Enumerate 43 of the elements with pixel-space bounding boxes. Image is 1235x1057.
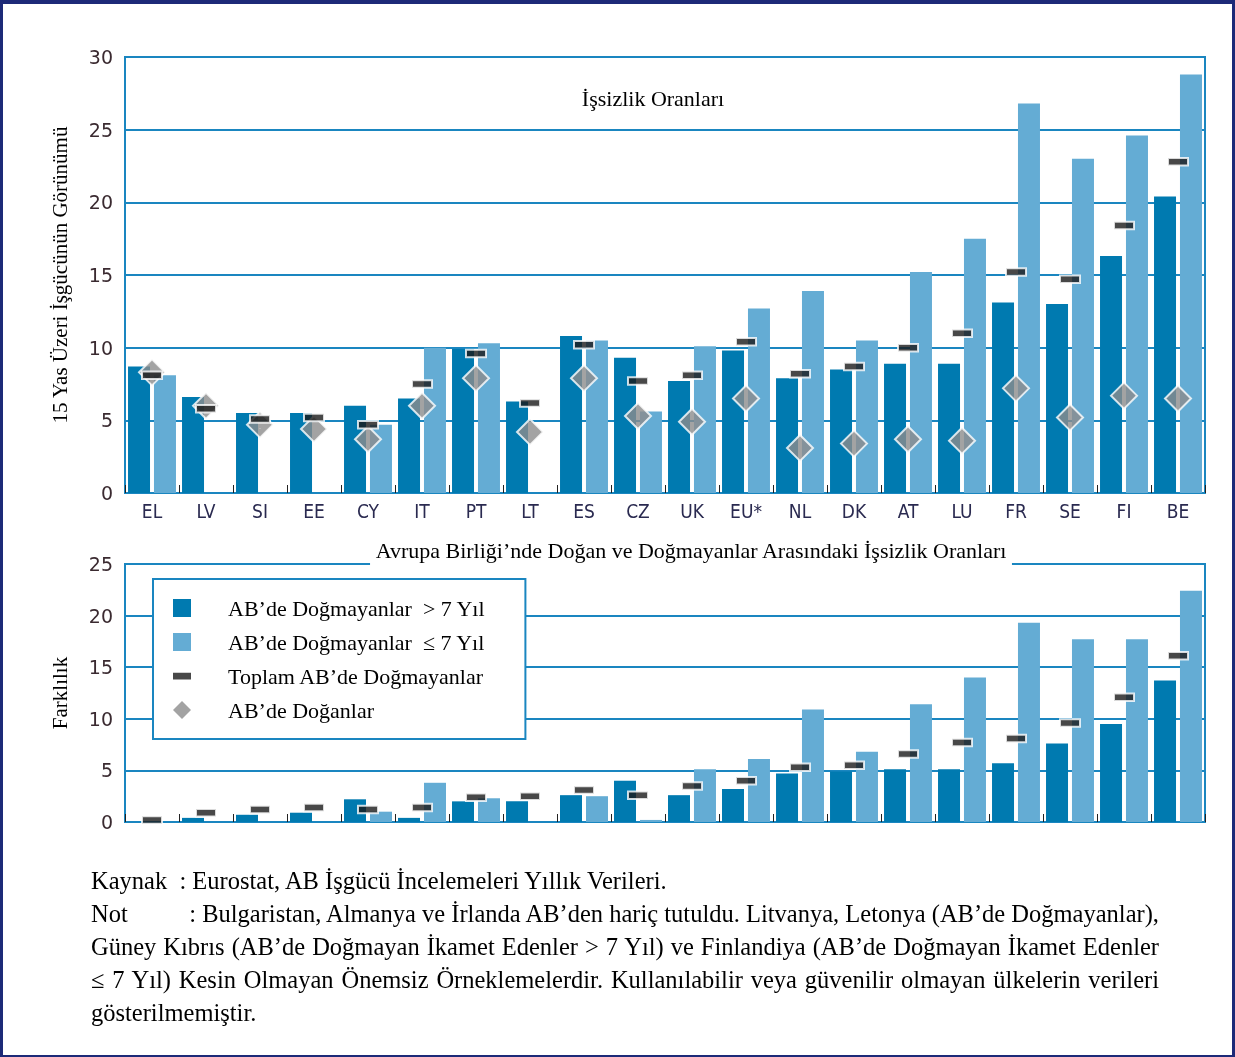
y-tick-label: 20: [88, 191, 113, 214]
x-tick-label: IT: [414, 499, 431, 522]
y-tick-label: 10: [88, 336, 113, 359]
y-tick-label: 25: [88, 553, 113, 575]
x-tick-label: EU*: [730, 499, 763, 522]
x-tick-label: LV: [196, 499, 216, 522]
y-tick-label: 30: [88, 46, 113, 68]
x-tick-label: AT: [897, 499, 919, 522]
x-tick-label: BE: [1166, 499, 1190, 522]
legend-label: Toplam AB’de Doğmayanlar: [228, 663, 484, 689]
y-tick-label: 15: [88, 264, 113, 286]
y-tick-label: 25: [88, 118, 113, 141]
x-tick-label: UK: [680, 499, 705, 522]
y-axis-title: 15 Yas Üzeri İşgücünün Görünümü: [47, 126, 72, 424]
x-tick-label: EE: [303, 499, 325, 522]
x-tick-label: LU: [951, 499, 973, 522]
x-tick-label: FR: [1005, 499, 1027, 522]
y-tick-label: 0: [100, 811, 113, 833]
x-tick-label: CY: [356, 499, 380, 522]
x-tick-label: SI: [252, 499, 268, 522]
y-tick-label: 15: [88, 656, 113, 679]
y-tick-label: 5: [100, 759, 113, 782]
text: İşsizlik Oranları: [581, 85, 725, 111]
y-tick-label: 20: [88, 604, 113, 627]
x-tick-label: DK: [841, 499, 867, 522]
text: Not : Bulgaristan, Almanya ve İrlanda AB’den hariç tutuldu. Litvanya, Letonya (AB’de Doğmayanlar), Güney Kıbrıs (AB’de Doğmayan İkamet Edenler > 7 Yıl) ve Finlandiya (AB’de Doğmayan İkamet Edenler ≤ 7 Yıl) Kesin Olmayan Önemsiz Örneklemelerdir. Kullanılabilir veya güvenilir olmayan ülkelerin verileri gösterilmemiştir.: [91, 899, 1159, 1028]
y-tick-label: 10: [88, 707, 113, 730]
x-tick-label: NL: [788, 499, 812, 522]
legend-label: AB’de Doğmayanlar ≤ 7 Yıl: [228, 629, 485, 655]
y-tick-label: 0: [100, 482, 113, 504]
x-tick-label: FI: [1116, 499, 1132, 522]
x-tick-label: EL: [141, 499, 163, 522]
legend-label: AB’de Doğanlar: [228, 697, 375, 723]
legend-label: AB’de Doğmayanlar > 7 Yıl: [228, 595, 485, 621]
y-axis-title: Farklılık: [47, 656, 72, 730]
x-tick-label: CZ: [626, 499, 650, 522]
y-tick-label: 5: [100, 409, 113, 432]
x-tick-label: SE: [1059, 499, 1081, 522]
text: Kaynak : Eurostat, AB İşgücü İncelemeleri Yıllık Verileri.: [91, 866, 668, 896]
x-tick-label: LT: [521, 499, 540, 522]
chart-title: Avrupa Birliği’nde Doğan ve Doğmayanlar Arasındaki İşsizlik Oranları: [375, 537, 1007, 563]
x-tick-label: ES: [573, 499, 595, 522]
x-tick-label: PT: [465, 499, 487, 522]
